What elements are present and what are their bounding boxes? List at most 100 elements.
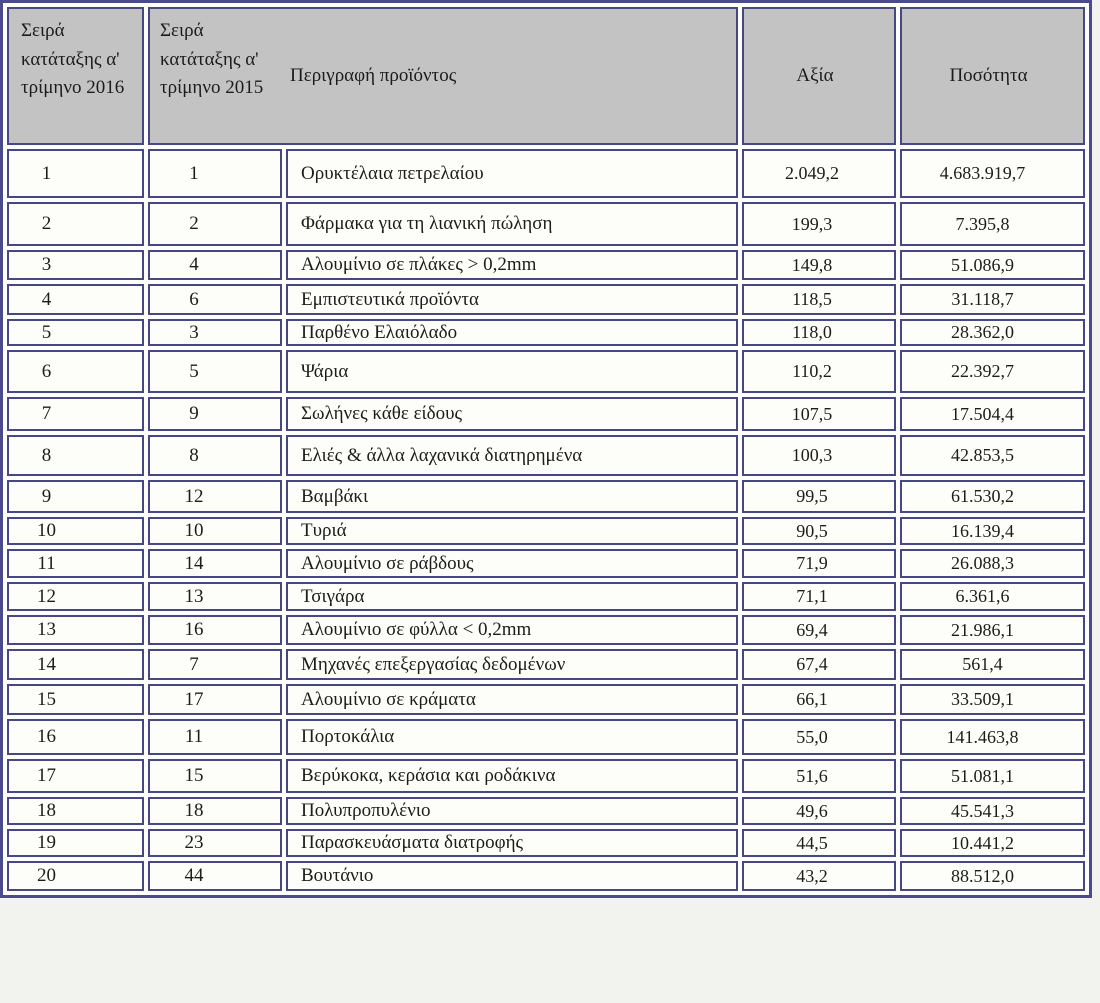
rank-2015-cell: 13 [148, 582, 282, 611]
quantity-cell: 6.361,6 [900, 582, 1085, 611]
quantity-cell: 88.512,0 [900, 861, 1085, 891]
table-header: Σειρά κατάταξης α' τρίμηνο 2016 Σειρά κα… [7, 7, 1085, 145]
header-quantity: Ποσότητα [900, 7, 1085, 145]
table-row: 19 23 Παρασκευάσματα διατροφής 44,5 10.441,2 [7, 829, 1085, 857]
header-rank-2015-and-product: Σειρά κατάταξης α' τρίμηνο 2015 Περιγραφ… [148, 7, 738, 145]
rank-2015-cell: 11 [148, 719, 282, 755]
quantity-cell: 141.463,8 [900, 719, 1085, 755]
product-description-cell: Πορτοκάλια [286, 719, 738, 755]
table-row: 17 15 Βερύκοκα, κεράσια και ροδάκινα 51,6 51… [7, 759, 1085, 793]
value-cell: 90,5 [742, 517, 896, 545]
rank-2016-cell: 13 [7, 615, 144, 645]
rank-2016-cell: 16 [7, 719, 144, 755]
product-description-cell: Ορυκτέλαια πετρελαίου [286, 149, 738, 198]
quantity-cell: 31.118,7 [900, 284, 1085, 315]
table-row: 4 6 Εμπιστευτικά προϊόντα 118,5 31.118,7 [7, 284, 1085, 315]
quantity-cell: 16.139,4 [900, 517, 1085, 545]
table-row: 12 13 Τσιγάρα 71,1 6.361,6 [7, 582, 1085, 611]
rank-2016-cell: 5 [7, 319, 144, 346]
value-cell: 99,5 [742, 480, 896, 513]
table-row: 20 44 Βουτάνιο 43,2 88.512,0 [7, 861, 1085, 891]
rank-2016-cell: 17 [7, 759, 144, 793]
table-row: 9 12 Βαμβάκι 99,5 61.530,2 [7, 480, 1085, 513]
value-cell: 118,0 [742, 319, 896, 346]
product-description-cell: Πολυπροπυλένιο [286, 797, 738, 825]
header-rank-2016: Σειρά κατάταξης α' τρίμηνο 2016 [7, 7, 144, 145]
table-row: 5 3 Παρθένο Ελαιόλαδο 118,0 28.362,0 [7, 319, 1085, 346]
rank-2015-cell: 10 [148, 517, 282, 545]
table-row: 7 9 Σωλήνες κάθε είδους 107,5 17.504,4 [7, 397, 1085, 431]
product-description-cell: Φάρμακα για τη λιανική πώληση [286, 202, 738, 246]
table-row: 13 16 Αλουμίνιο σε φύλλα < 0,2mm 69,4 21.986… [7, 615, 1085, 645]
rank-2016-cell: 7 [7, 397, 144, 431]
value-cell: 67,4 [742, 649, 896, 680]
rank-2016-cell: 14 [7, 649, 144, 680]
rank-2015-cell: 2 [148, 202, 282, 246]
rank-2016-cell: 20 [7, 861, 144, 891]
value-cell: 51,6 [742, 759, 896, 793]
value-cell: 71,9 [742, 549, 896, 578]
rank-2015-cell: 1 [148, 149, 282, 198]
rank-2015-cell: 12 [148, 480, 282, 513]
product-ranking-table-frame: Σειρά κατάταξης α' τρίμηνο 2016 Σειρά κα… [0, 0, 1092, 898]
product-description-cell: Ελιές & άλλα λαχανικά διατηρημένα [286, 435, 738, 476]
value-cell: 66,1 [742, 684, 896, 715]
product-description-cell: Τυριά [286, 517, 738, 545]
table-row: 8 8 Ελιές & άλλα λαχανικά διατηρημένα 100,3… [7, 435, 1085, 476]
quantity-cell: 22.392,7 [900, 350, 1085, 393]
rank-2015-cell: 15 [148, 759, 282, 793]
quantity-cell: 33.509,1 [900, 684, 1085, 715]
rank-2015-cell: 4 [148, 250, 282, 280]
header-product-description: Περιγραφή προϊόντος [290, 64, 457, 86]
table-row: 10 10 Τυριά 90,5 16.139,4 [7, 517, 1085, 545]
value-cell: 55,0 [742, 719, 896, 755]
rank-2016-cell: 10 [7, 517, 144, 545]
rank-2015-cell: 44 [148, 861, 282, 891]
quantity-cell: 10.441,2 [900, 829, 1085, 857]
product-ranking-table: Σειρά κατάταξης α' τρίμηνο 2016 Σειρά κα… [3, 3, 1089, 895]
product-description-cell: Βουτάνιο [286, 861, 738, 891]
value-cell: 107,5 [742, 397, 896, 431]
rank-2016-cell: 1 [7, 149, 144, 198]
quantity-cell: 7.395,8 [900, 202, 1085, 246]
rank-2016-cell: 19 [7, 829, 144, 857]
product-description-cell: Βερύκοκα, κεράσια και ροδάκινα [286, 759, 738, 793]
rank-2015-cell: 16 [148, 615, 282, 645]
product-description-cell: Εμπιστευτικά προϊόντα [286, 284, 738, 315]
table-row: 6 5 Ψάρια 110,2 22.392,7 [7, 350, 1085, 393]
rank-2015-cell: 14 [148, 549, 282, 578]
table-row: 18 18 Πολυπροπυλένιο 49,6 45.541,3 [7, 797, 1085, 825]
value-cell: 149,8 [742, 250, 896, 280]
table-row: 1 1 Ορυκτέλαια πετρελαίου 2.049,2 4.683.919,… [7, 149, 1085, 198]
table-row: 3 4 Αλουμίνιο σε πλάκες > 0,2mm 149,8 51.086… [7, 250, 1085, 280]
quantity-cell: 28.362,0 [900, 319, 1085, 346]
quantity-cell: 51.086,9 [900, 250, 1085, 280]
product-description-cell: Αλουμίνιο σε φύλλα < 0,2mm [286, 615, 738, 645]
rank-2016-cell: 11 [7, 549, 144, 578]
value-cell: 43,2 [742, 861, 896, 891]
value-cell: 69,4 [742, 615, 896, 645]
header-rank-2015: Σειρά κατάταξης α' τρίμηνο 2015 [160, 20, 264, 98]
rank-2016-cell: 4 [7, 284, 144, 315]
table-row: 2 2 Φάρμακα για τη λιανική πώληση 199,3 7.39… [7, 202, 1085, 246]
rank-2015-cell: 18 [148, 797, 282, 825]
table-row: 14 7 Μηχανές επεξεργασίας δεδομένων 67,4 561… [7, 649, 1085, 680]
quantity-cell: 17.504,4 [900, 397, 1085, 431]
quantity-cell: 561,4 [900, 649, 1085, 680]
rank-2016-cell: 18 [7, 797, 144, 825]
value-cell: 199,3 [742, 202, 896, 246]
value-cell: 44,5 [742, 829, 896, 857]
quantity-cell: 61.530,2 [900, 480, 1085, 513]
product-description-cell: Παρθένο Ελαιόλαδο [286, 319, 738, 346]
rank-2015-cell: 8 [148, 435, 282, 476]
rank-2015-cell: 5 [148, 350, 282, 393]
rank-2016-cell: 6 [7, 350, 144, 393]
quantity-cell: 4.683.919,7 [900, 149, 1085, 198]
product-description-cell: Αλουμίνιο σε πλάκες > 0,2mm [286, 250, 738, 280]
quantity-cell: 26.088,3 [900, 549, 1085, 578]
value-cell: 110,2 [742, 350, 896, 393]
rank-2016-cell: 8 [7, 435, 144, 476]
product-description-cell: Αλουμίνιο σε κράματα [286, 684, 738, 715]
quantity-cell: 51.081,1 [900, 759, 1085, 793]
product-description-cell: Τσιγάρα [286, 582, 738, 611]
